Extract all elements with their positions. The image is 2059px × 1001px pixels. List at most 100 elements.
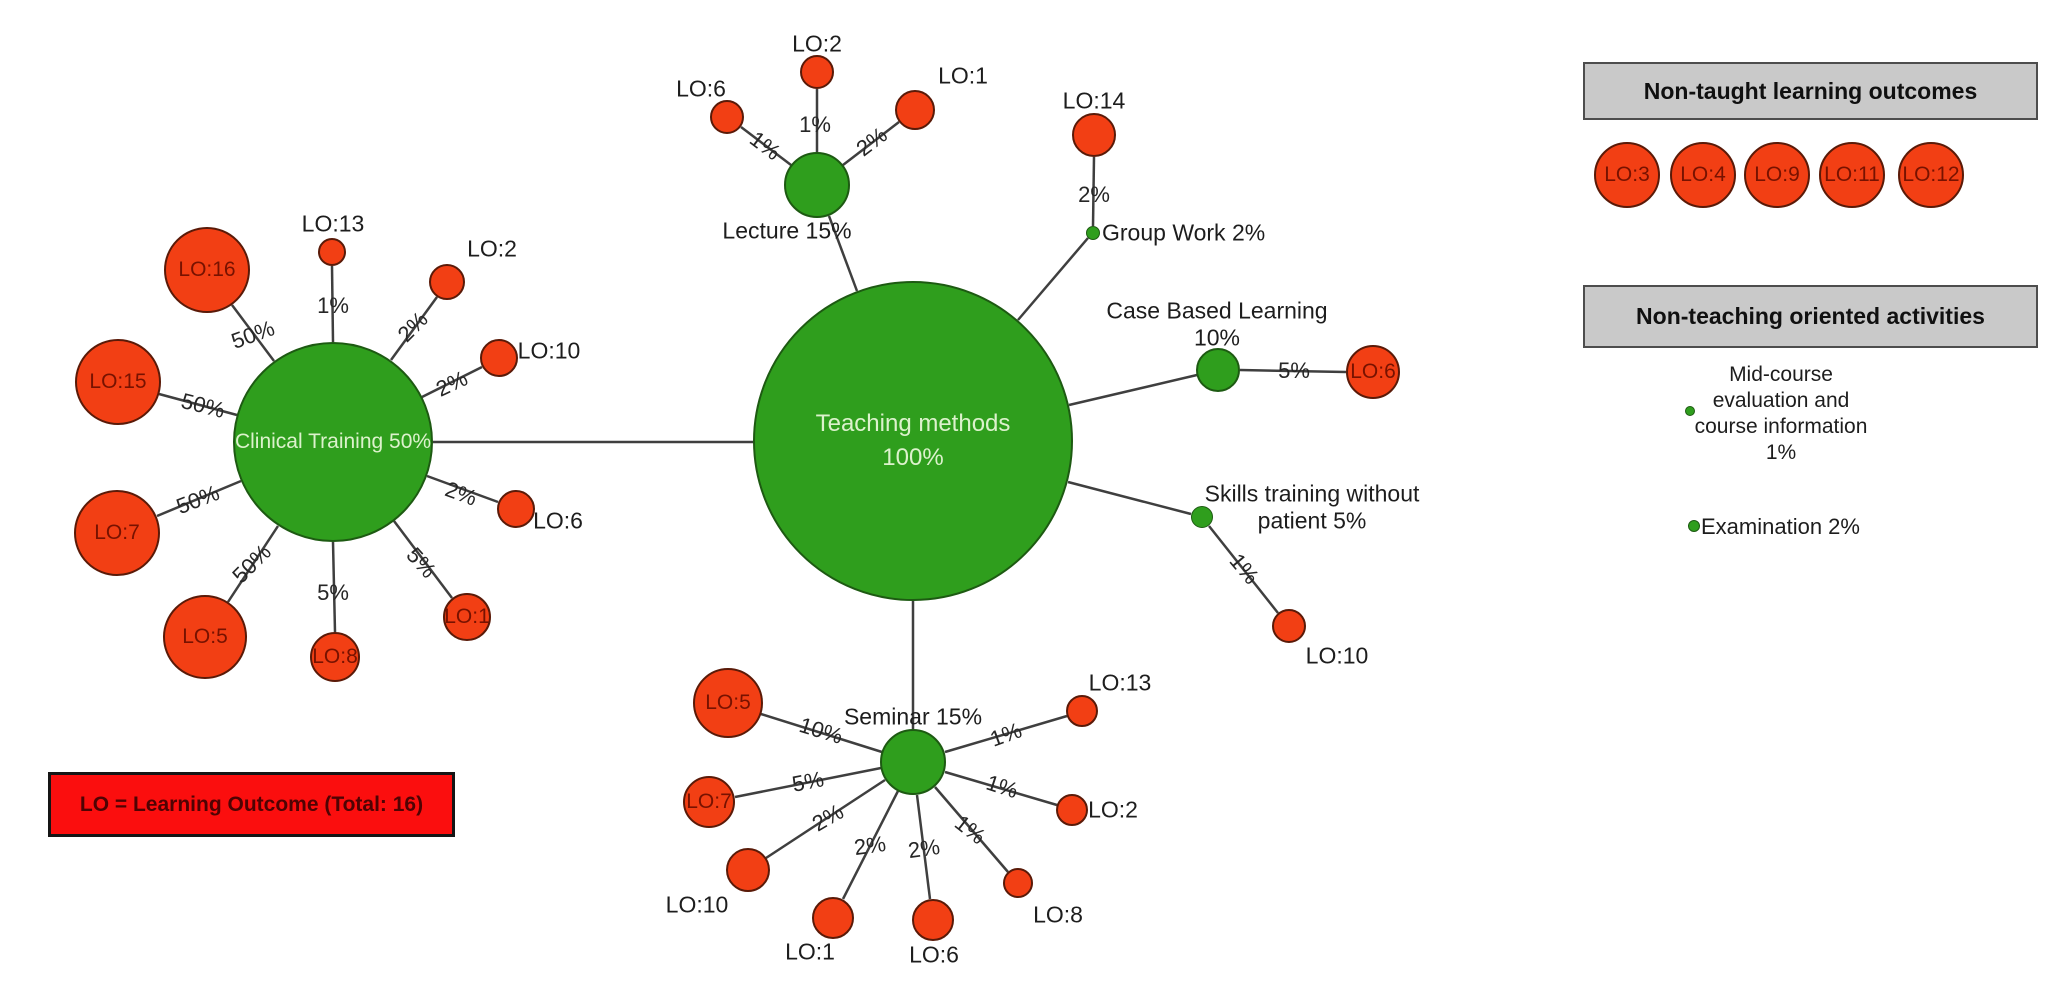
seminar-lo5-label: LO:5: [705, 691, 751, 714]
edge-clinical-lo15: [158, 392, 238, 417]
seminar-lo8-label: LO:8: [1033, 901, 1083, 928]
clinical-lo7-label: LO:7: [94, 521, 140, 544]
clinical-lo6-label: LO:6: [533, 507, 583, 534]
node-clinical-training: Clinical Training 50%: [233, 342, 433, 542]
clinical-lo1-label: LO:1: [444, 605, 490, 628]
seminar-lo1-label: LO:1: [785, 938, 835, 965]
edge-seminar-lo5: [760, 712, 883, 754]
node-seminar-lo7: LO:7: [683, 776, 735, 828]
edge-seminar-lo7: [734, 766, 882, 799]
edge-casebased-lo6: [1239, 368, 1347, 374]
edge-center-casebased: [1068, 373, 1198, 407]
midcourse-line2: evaluation and: [1712, 389, 1850, 412]
clinical-lo5-label: LO:5: [182, 625, 228, 648]
lo-note-box: LO = Learning Outcome (Total: 16): [48, 772, 455, 837]
edge-clinical-lo2: [389, 296, 439, 361]
edge-seminar-lo10: [765, 778, 886, 860]
node-clinical-lo5: LO:5: [163, 595, 247, 679]
lecture-label: Lecture 15%: [722, 217, 852, 244]
legend-lo12-label: LO:12: [1902, 163, 1960, 186]
node-midcourse-dot: [1685, 406, 1695, 416]
clinical-lo15-label: LO:15: [89, 370, 147, 393]
legend-lo11-label: LO:11: [1824, 163, 1880, 186]
node-lecture-lo6: [710, 100, 744, 134]
casebased-lo6-label: LO:6: [1350, 360, 1396, 383]
midcourse-line3: course information: [1694, 415, 1868, 438]
node-clinical-lo6: [497, 490, 535, 528]
edge-clinical-lo7: [156, 479, 242, 518]
examination-label: Examination 2%: [1701, 514, 1860, 539]
edge-seminar-lo6: [915, 794, 932, 900]
edge-clinical-lo8: [331, 541, 337, 633]
case-based-label-line1: Case Based Learning: [1106, 297, 1328, 324]
lecture-lo2-label: LO:2: [792, 30, 842, 57]
legend-non-taught-title: Non-taught learning outcomes: [1643, 77, 1978, 104]
node-seminar-lo2: [1056, 794, 1088, 826]
node-seminar: [880, 729, 946, 795]
seminar-lo7-label: LO:7: [686, 790, 732, 813]
node-legend-lo12: LO:12: [1898, 142, 1964, 208]
node-teaching-methods: Teaching methods 100%: [753, 281, 1073, 601]
node-seminar-lo1: [812, 897, 854, 939]
edge-clinical-lo5: [226, 525, 280, 603]
skills-label-line2: patient 5%: [1257, 507, 1367, 534]
clinical-lo10-label: LO:10: [517, 337, 581, 364]
lo-note-text: LO = Learning Outcome (Total: 16): [79, 792, 424, 816]
edge-label-clinical-lo13: 1%: [317, 293, 349, 318]
clinical-lo13-label: LO:13: [301, 210, 365, 237]
edge-lecture-lo6: [740, 126, 792, 166]
seminar-lo10-label: LO:10: [665, 891, 729, 918]
edge-groupwork-lo14: [1091, 156, 1096, 227]
node-clinical-lo7: LO:7: [74, 490, 160, 576]
node-skills-training: [1191, 506, 1213, 528]
node-legend-lo11: LO:11: [1819, 142, 1885, 208]
node-seminar-lo8: [1003, 868, 1033, 898]
edges-group: [156, 89, 1347, 900]
clinical-lo16-label: LO:16: [178, 258, 236, 281]
clinical-lo8-label: LO:8: [312, 645, 358, 668]
edge-seminar-lo13: [944, 714, 1068, 754]
legend-lo3-label: LO:3: [1604, 163, 1650, 186]
legend-lo9-label: LO:9: [1754, 163, 1800, 186]
node-legend-lo4: LO:4: [1670, 142, 1736, 208]
legend-non-teaching-title: Non-teaching oriented activities: [1636, 303, 1985, 329]
legend-non-teaching-header: Non-teaching oriented activities: [1583, 285, 2038, 348]
seminar-lo2-label: LO:2: [1088, 796, 1138, 823]
legend-lo4-label: LO:4: [1680, 163, 1726, 186]
node-legend-lo3: LO:3: [1594, 142, 1660, 208]
node-case-based: [1196, 348, 1240, 392]
edge-clinical-lo16: [231, 304, 275, 362]
edge-label-lecture-lo2: 1%: [799, 112, 831, 137]
seminar-lo6-label: LO:6: [909, 941, 959, 968]
teaching-methods-label: Teaching methods 100%: [816, 409, 1011, 473]
node-skills-lo10: [1272, 609, 1306, 643]
lecture-lo6-label: LO:6: [676, 75, 726, 102]
edge-clinical-lo13: [330, 265, 335, 343]
edge-seminar-lo8: [934, 786, 1009, 873]
group-work-label: Group Work 2%: [1102, 219, 1266, 246]
edge-label-seminar-lo6: 2%: [906, 833, 942, 864]
node-clinical-lo8: LO:8: [310, 632, 360, 682]
seminar-lo13-label: LO:13: [1088, 669, 1152, 696]
node-seminar-lo13: [1066, 695, 1098, 727]
node-legend-lo9: LO:9: [1744, 142, 1810, 208]
midcourse-line1: Mid-course: [1729, 363, 1833, 386]
groupwork-lo14-label: LO:14: [1062, 87, 1126, 114]
midcourse-line4: 1%: [1765, 441, 1797, 464]
node-clinical-lo15: LO:15: [75, 339, 161, 425]
node-clinical-lo16: LO:16: [164, 227, 250, 313]
node-group-work: [1086, 226, 1100, 240]
clinical-lo2-label: LO:2: [467, 235, 517, 262]
legend-non-taught-header: Non-taught learning outcomes: [1583, 62, 2038, 120]
edge-label-seminar-lo1: 2%: [852, 830, 888, 861]
node-seminar-lo6: [912, 899, 954, 941]
node-groupwork-lo14: [1072, 113, 1116, 157]
edge-skills-lo10: [1208, 525, 1279, 614]
edge-clinical-lo10: [421, 365, 483, 399]
node-clinical-lo13: [318, 238, 346, 266]
seminar-label: Seminar 15%: [843, 703, 983, 730]
clinical-training-label: Clinical Training 50%: [234, 430, 432, 453]
edge-center-groupwork: [1017, 237, 1089, 321]
node-clinical-lo1: LO:1: [443, 593, 491, 641]
